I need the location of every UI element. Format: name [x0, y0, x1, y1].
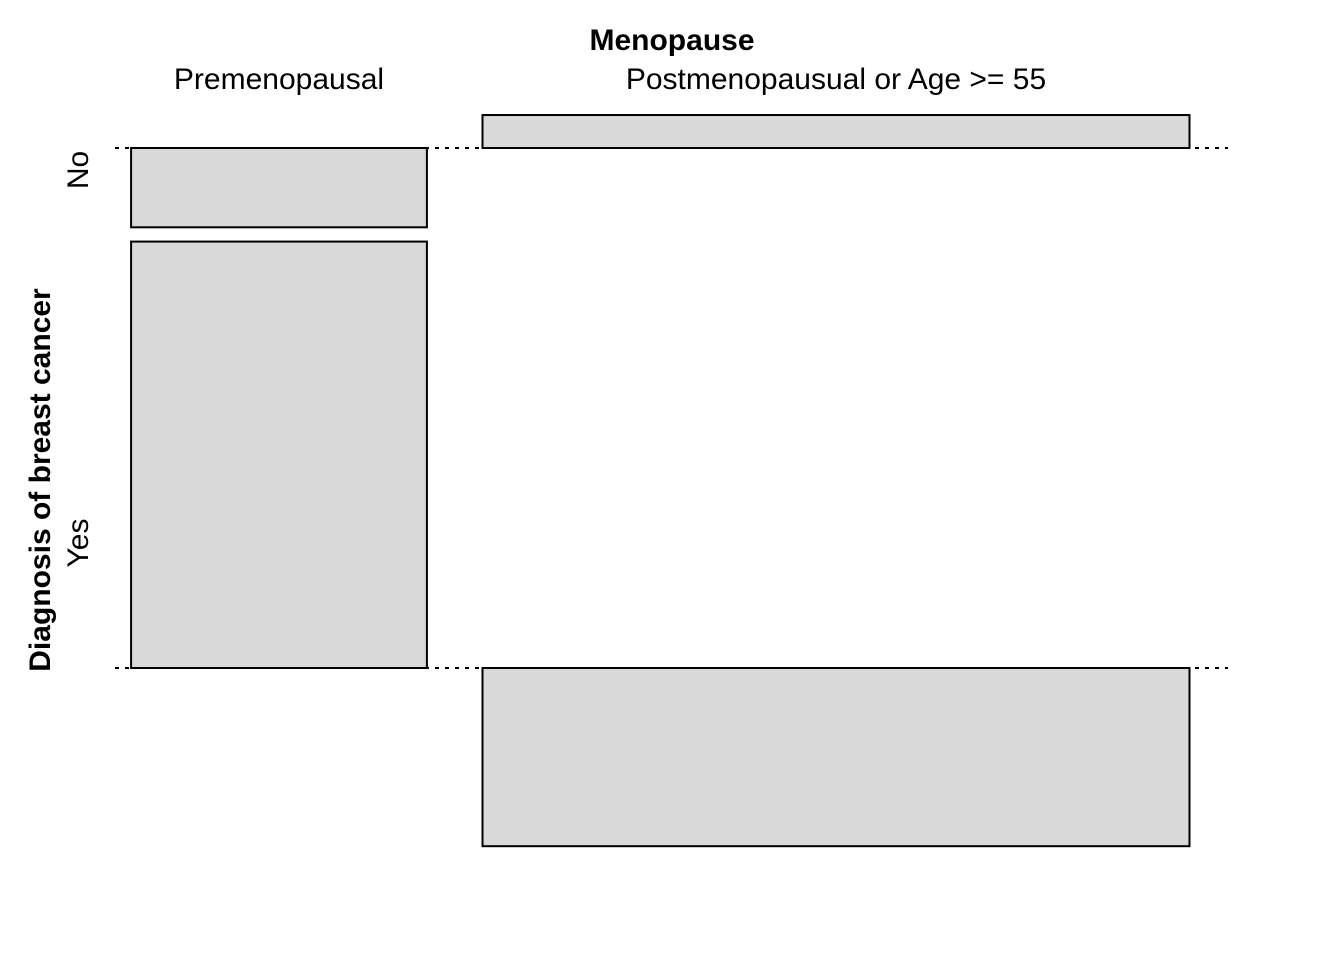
row-label-yes: Yes: [62, 519, 95, 568]
tile-yes-col2: [481, 667, 1191, 848]
column-label-postmenopausal: Postmenopausual or Age >= 55: [626, 63, 1046, 96]
tile-yes-col1: [130, 240, 428, 670]
column-label-premenopausal: Premenopausal: [174, 63, 384, 96]
tile-no-col1: [130, 147, 428, 229]
y-axis-label: Diagnosis of breast cancer: [24, 288, 57, 672]
tiles: [130, 114, 1191, 848]
tile-no-col2: [481, 114, 1191, 149]
chart-title: Menopause: [589, 24, 754, 57]
row-label-no: No: [62, 151, 95, 189]
